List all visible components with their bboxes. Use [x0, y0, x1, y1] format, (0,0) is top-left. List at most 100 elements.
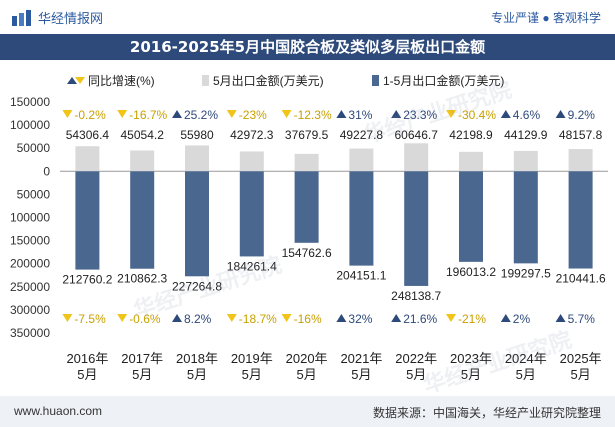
y-tick-label: 100000	[10, 118, 50, 132]
legend-up-arrow-icon	[67, 77, 77, 84]
title-bar: 2016-2025年5月中国胶合板及类似多层板出口金额	[0, 34, 615, 60]
chart-title: 2016-2025年5月中国胶合板及类似多层板出口金额	[129, 38, 486, 56]
x-tick-label: 5月	[77, 367, 97, 382]
value-label-cumulative: 184261.4	[227, 259, 277, 273]
x-tick-label: 5月	[187, 367, 207, 382]
yoy-month-up-arrow-icon	[555, 110, 566, 118]
x-tick-label: 5月	[570, 367, 590, 382]
bar-cumulative	[239, 171, 264, 257]
yoy-cumulative-down-arrow-icon	[62, 314, 73, 322]
bar-cumulative	[294, 171, 319, 243]
value-label-cumulative: 199297.5	[501, 266, 551, 280]
value-label-month: 37679.5	[285, 128, 329, 142]
yoy-month-down-arrow-icon	[281, 110, 292, 118]
y-tick-label: 150000	[10, 95, 50, 109]
yoy-cumulative-label: 8.2%	[184, 312, 212, 326]
yoy-cumulative-label: 2%	[513, 312, 531, 326]
value-label-month: 55980	[180, 128, 214, 142]
value-label-month: 49227.8	[340, 128, 384, 142]
yoy-cumulative-up-arrow-icon	[336, 314, 347, 322]
value-label-month: 48157.8	[559, 128, 603, 142]
bar-month	[130, 150, 155, 172]
bar-month	[294, 153, 319, 172]
yoy-month-down-arrow-icon	[62, 110, 73, 118]
x-tick-label: 5月	[461, 367, 481, 382]
legend-swatch-cum	[372, 75, 379, 86]
brand-logo[interactable]: 华经情报网	[12, 8, 103, 27]
y-tick-label: 150000	[10, 234, 50, 248]
y-tick-label: 50000	[17, 141, 51, 155]
legend-down-arrow-icon	[75, 77, 85, 84]
yoy-cumulative-label: -21%	[458, 312, 486, 326]
value-label-cumulative: 227264.8	[172, 279, 222, 293]
value-label-month: 42972.3	[230, 128, 274, 142]
yoy-cumulative-label: -0.6%	[129, 312, 161, 326]
legend-label-yoy: 同比增速(%)	[88, 74, 155, 88]
x-tick-label: 5月	[296, 367, 316, 382]
x-tick-label: 2023年	[450, 351, 492, 366]
bar-cumulative	[404, 171, 429, 286]
brand-name: 华经情报网	[38, 11, 104, 26]
chart: 同比增速(%) 5月出口金额(万美元) 1-5月出口金额(万美元) 150000 100…	[10, 73, 608, 382]
yoy-cumulative-down-arrow-icon	[226, 314, 237, 322]
value-label-month: 45054.2	[121, 128, 165, 142]
yoy-month-label: -12.3%	[294, 108, 332, 122]
x-tick-label: 5月	[242, 367, 262, 382]
y-tick-label: 300000	[10, 303, 50, 317]
value-label-cumulative: 210862.3	[117, 272, 167, 286]
yoy-cumulative-up-arrow-icon	[555, 314, 566, 322]
value-label-cumulative: 204151.1	[336, 269, 386, 283]
x-tick-label: 2022年	[395, 351, 437, 366]
yoy-cumulative-label: 5.7%	[568, 312, 596, 326]
yoy-month-label: 31%	[348, 108, 372, 122]
x-tick-label: 2021年	[340, 351, 382, 366]
bar-cumulative	[130, 171, 155, 269]
y-tick-label: 200000	[10, 257, 50, 271]
bar-month	[239, 151, 264, 172]
value-label-cumulative: 154762.6	[282, 246, 332, 260]
yoy-month-label: 4.6%	[513, 108, 541, 122]
footer-site[interactable]: www.huaon.com	[14, 404, 103, 418]
x-tick-label: 5月	[516, 367, 536, 382]
bar-month	[513, 150, 538, 172]
bar-cumulative	[568, 171, 593, 269]
bar-cumulative	[75, 171, 100, 270]
yoy-cumulative-label: 32%	[348, 312, 372, 326]
yoy-month-up-arrow-icon	[336, 110, 347, 118]
yoy-month-down-arrow-icon	[117, 110, 128, 118]
yoy-month-label: -30.4%	[458, 108, 496, 122]
value-label-month: 42198.9	[449, 128, 493, 142]
bar-month	[349, 148, 374, 172]
top-bar: 华经情报网 专业严谨 ● 客观科学	[0, 0, 615, 34]
value-label-month: 60646.7	[395, 128, 439, 142]
value-label-month: 44129.9	[504, 128, 548, 142]
x-tick-label: 2025年	[560, 351, 602, 366]
yoy-month-label: 25.2%	[184, 108, 218, 122]
value-label-month: 54306.4	[66, 128, 110, 142]
bar-cumulative	[459, 171, 483, 262]
yoy-cumulative-label: -18.7%	[239, 312, 277, 326]
yoy-cumulative-label: -16%	[294, 312, 322, 326]
legend-label-month: 5月出口金额(万美元)	[213, 73, 324, 88]
y-tick-label: 100000	[10, 211, 50, 225]
x-tick-label: 2020年	[286, 351, 328, 366]
x-tick-label: 5月	[351, 367, 371, 382]
bar-cumulative	[185, 171, 209, 277]
footer-source: 数据来源：中国海关，华经产业研究院整理	[372, 406, 601, 420]
brand-logo-icon	[12, 9, 31, 26]
yoy-month-up-arrow-icon	[500, 110, 511, 118]
bar-cumulative	[513, 171, 538, 264]
yoy-cumulative-up-arrow-icon	[172, 314, 182, 322]
value-label-cumulative: 248138.7	[391, 289, 441, 303]
header-slogan: 专业严谨 ● 客观科学	[491, 11, 601, 25]
legend-swatch-month	[202, 75, 209, 86]
y-tick-label: 350000	[10, 326, 50, 340]
y-tick-label: 0	[43, 164, 50, 178]
legend-label-cum: 1-5月出口金额(万美元)	[383, 73, 504, 88]
bar-month	[568, 149, 593, 172]
value-label-cumulative: 196013.2	[446, 265, 496, 279]
x-tick-label: 5月	[406, 367, 426, 382]
bar-month	[185, 145, 209, 172]
yoy-month-label: -23%	[239, 108, 267, 122]
yoy-month-up-arrow-icon	[172, 110, 182, 118]
